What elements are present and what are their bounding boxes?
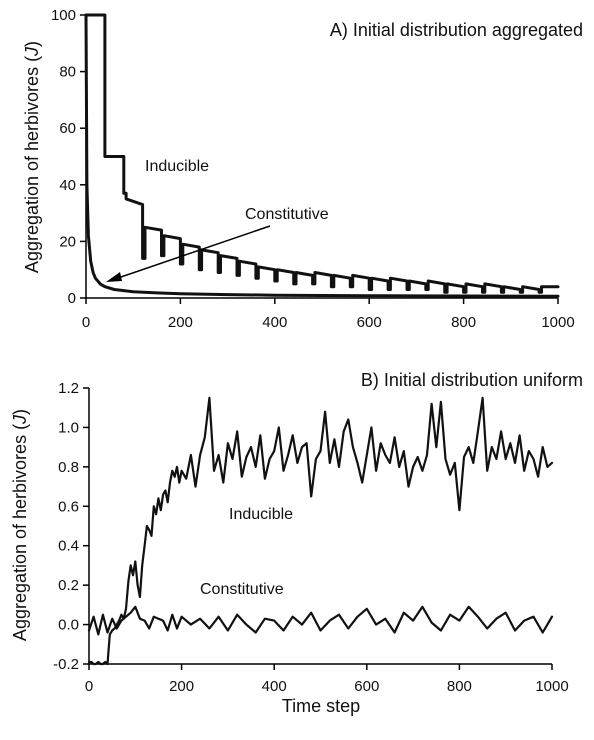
panel-a-arrow-head — [106, 272, 122, 282]
panel-b-annotation-constitutive: Constitutive — [200, 581, 284, 598]
panel-b-x-axis-title: Time step — [282, 696, 360, 716]
y-tick-label: 40 — [59, 177, 76, 194]
series-line-constitutive — [84, 13, 560, 298]
y-tick-label: 80 — [59, 64, 76, 81]
panel-a-series — [84, 13, 560, 298]
x-tick-label: 0 — [82, 314, 90, 331]
x-tick-label: 1000 — [535, 678, 568, 695]
x-tick-label: 800 — [451, 314, 476, 331]
y-tick-label: 0.0 — [58, 617, 79, 634]
panel-b-y-axis-title-close: ) — [10, 409, 30, 415]
y-tick-label: 0.8 — [58, 459, 79, 476]
y-tick-label: 100 — [51, 7, 76, 24]
y-tick-label: 20 — [59, 233, 76, 250]
panel-a-y-axis-title-symbol: J — [22, 46, 42, 57]
panel-b-y-axis-title-symbol: J — [10, 414, 30, 425]
panel-a-annotation-constitutive: Constitutive — [245, 206, 329, 223]
y-tick-label: 0.6 — [58, 498, 79, 515]
panel-a-y-axis-title-text: Aggregation of herbivores ( — [22, 56, 42, 273]
panel-b-y-ticks: -0.2 0.0 0.2 0.4 0.6 0.8 1.0 1.2 — [53, 380, 89, 673]
x-tick-label: 1000 — [541, 314, 574, 331]
panel-b-annotation-inducible: Inducible — [229, 506, 293, 523]
panel-a: A) Initial distribution aggregated Aggre… — [22, 7, 583, 331]
panel-b-series — [87, 396, 554, 666]
panel-b-y-axis-title: Aggregation of herbivores (J) — [10, 409, 30, 641]
y-tick-label: 1.0 — [58, 419, 79, 436]
y-tick-label: 60 — [59, 120, 76, 137]
y-tick-label: 0.2 — [58, 577, 79, 594]
panel-a-y-axis-title-close: ) — [22, 41, 42, 47]
x-tick-label: 800 — [447, 678, 472, 695]
panel-a-y-ticks: 0 20 40 60 80 100 — [51, 7, 86, 307]
x-tick-label: 400 — [262, 314, 287, 331]
x-tick-label: 400 — [262, 678, 287, 695]
x-tick-label: 600 — [354, 678, 379, 695]
x-tick-label: 200 — [168, 314, 193, 331]
panel-a-arrow-line — [114, 225, 271, 280]
y-tick-label: 1.2 — [58, 380, 79, 397]
panel-a-title: A) Initial distribution aggregated — [330, 20, 583, 40]
x-tick-label: 0 — [85, 678, 93, 695]
y-tick-label: 0.4 — [58, 538, 79, 555]
x-tick-label: 600 — [357, 314, 382, 331]
panel-a-y-axis-title: Aggregation of herbivores (J) — [22, 41, 42, 273]
series-line-constitutive — [87, 605, 554, 636]
panel-b: B) Initial distribution uniform Aggregat… — [10, 370, 583, 716]
series-line-inducible — [84, 13, 560, 294]
y-tick-label: -0.2 — [53, 656, 79, 673]
panel-b-y-axis-title-text: Aggregation of herbivores ( — [10, 424, 30, 641]
panel-b-title: B) Initial distribution uniform — [361, 370, 583, 390]
panel-a-x-ticks: 0 200 400 600 800 1000 — [82, 298, 575, 331]
y-tick-label: 0 — [68, 290, 76, 307]
panel-b-x-ticks: 0 200 400 600 800 1000 — [85, 664, 569, 695]
x-tick-label: 200 — [169, 678, 194, 695]
series-line-inducible — [87, 396, 554, 666]
panel-a-annotation-inducible: Inducible — [145, 158, 209, 175]
